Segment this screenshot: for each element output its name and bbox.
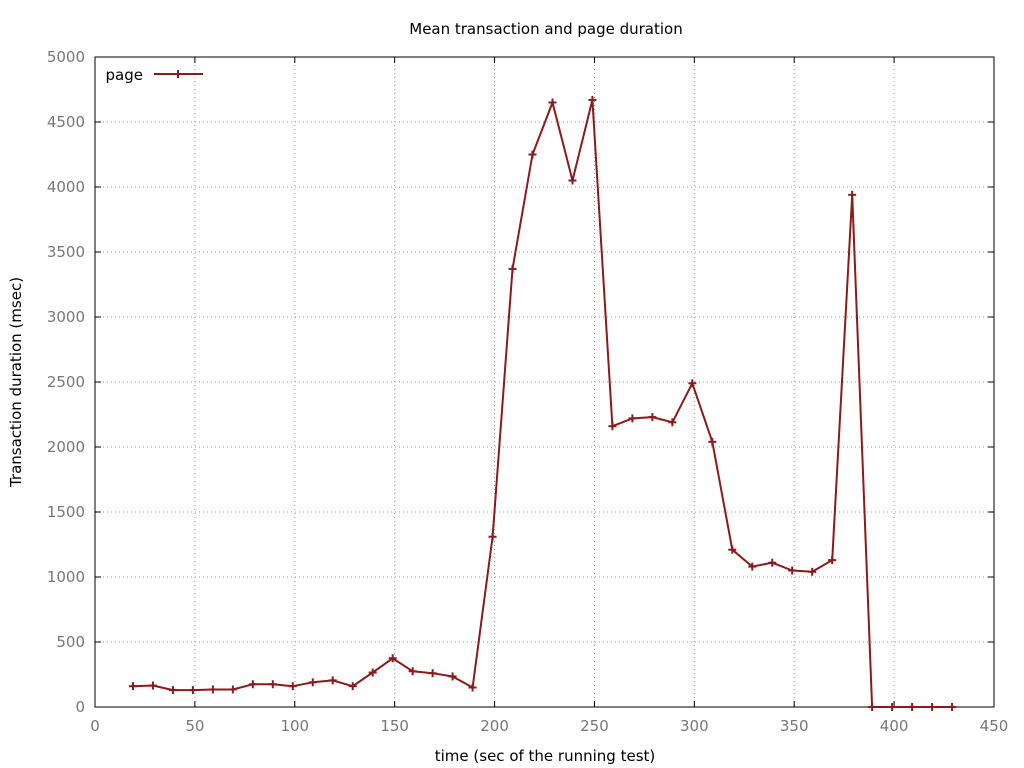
x-tick-label: 0 <box>90 717 100 735</box>
data-point <box>648 413 657 422</box>
data-point <box>928 703 937 711</box>
data-point <box>488 532 497 541</box>
series-line-page <box>132 98 952 708</box>
data-point <box>148 681 157 690</box>
data-point <box>128 682 137 691</box>
data-point <box>208 685 217 694</box>
data-point <box>508 264 517 273</box>
x-tick-label: 350 <box>780 717 809 735</box>
x-tick-label: 300 <box>680 717 709 735</box>
x-tick-label: 100 <box>280 717 309 735</box>
y-tick-label: 3000 <box>47 308 85 326</box>
series-layer <box>128 95 957 711</box>
data-point <box>228 685 237 694</box>
data-point <box>568 176 577 185</box>
data-point <box>888 703 897 711</box>
data-point <box>328 676 337 685</box>
data-point <box>848 190 857 199</box>
data-point <box>808 567 817 576</box>
y-tick-label: 0 <box>75 698 85 716</box>
x-tick-label: 400 <box>880 717 909 735</box>
data-point <box>388 654 397 663</box>
legend: page <box>106 66 203 84</box>
data-point <box>628 414 637 423</box>
y-tick-label: 4000 <box>47 178 85 196</box>
data-point <box>708 437 717 446</box>
data-point <box>668 418 677 427</box>
data-point <box>348 682 357 691</box>
x-tick-label: 250 <box>580 717 609 735</box>
y-tick-label: 500 <box>56 633 85 651</box>
data-point <box>768 558 777 567</box>
y-tick-label: 2000 <box>47 438 85 456</box>
y-tick-label: 3500 <box>47 243 85 261</box>
x-tick-label: 150 <box>380 717 409 735</box>
data-point <box>748 562 757 571</box>
chart-title: Mean transaction and page duration <box>409 20 682 38</box>
data-point <box>728 545 737 554</box>
data-point <box>688 379 697 388</box>
y-tick-label: 1500 <box>47 503 85 521</box>
data-point <box>948 703 957 711</box>
data-point <box>408 667 417 676</box>
data-point <box>168 686 177 695</box>
y-tick-label: 1000 <box>47 568 85 586</box>
data-point <box>308 678 317 687</box>
data-point <box>548 98 557 107</box>
data-point <box>868 703 877 711</box>
data-point <box>828 556 837 565</box>
data-point <box>428 669 437 678</box>
data-point <box>288 682 297 691</box>
data-point <box>448 672 457 681</box>
x-tick-label: 200 <box>480 717 509 735</box>
data-point <box>788 566 797 575</box>
data-point <box>588 95 597 104</box>
legend-marker-page <box>174 70 182 78</box>
x-tick-label: 50 <box>185 717 204 735</box>
x-tick-label: 450 <box>980 717 1009 735</box>
x-axis-title: time (sec of the running test) <box>435 747 656 765</box>
data-point <box>268 680 277 689</box>
data-point <box>528 150 537 159</box>
axis-ticks: 0 50 100 150 200 250 300 350 400 4500500100015002… <box>47 48 1009 735</box>
y-tick-label: 4500 <box>47 113 85 131</box>
legend-label-page: page <box>106 66 143 84</box>
y-tick-label: 5000 <box>47 48 85 66</box>
y-tick-label: 2500 <box>47 373 85 391</box>
data-point <box>908 703 917 711</box>
data-point <box>608 422 617 431</box>
data-point <box>248 680 257 689</box>
data-point <box>368 668 377 677</box>
grid-lines <box>95 57 994 707</box>
data-point <box>188 686 197 695</box>
data-point <box>468 683 477 692</box>
y-axis-title: Transaction duration (msec) <box>7 277 25 488</box>
